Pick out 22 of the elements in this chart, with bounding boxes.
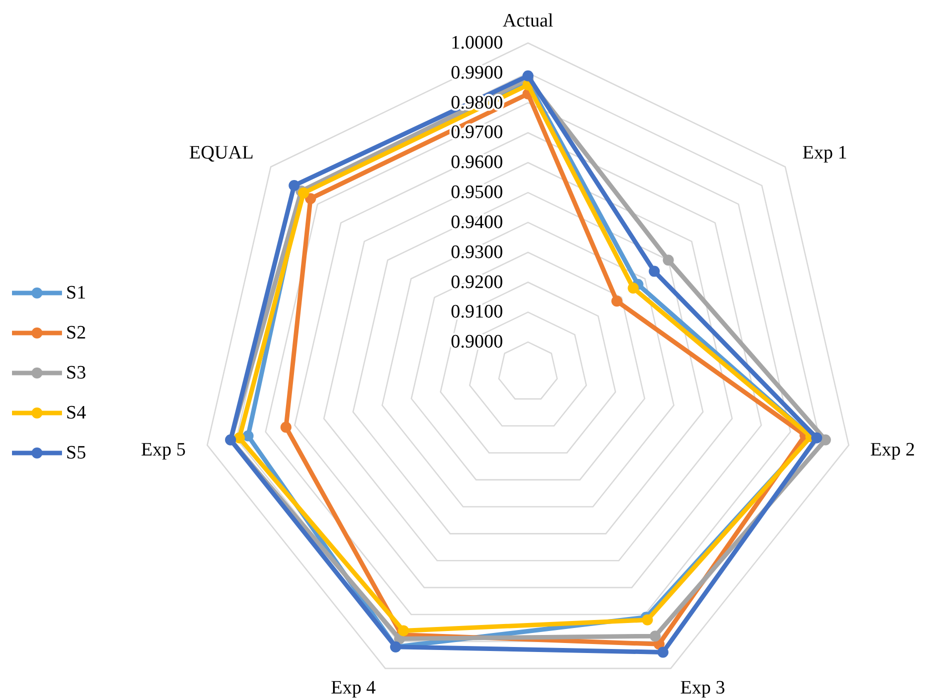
y-tick-label: 0.9000 <box>450 332 503 353</box>
y-tick-label: 0.9200 <box>450 272 503 293</box>
spoke-label: EQUAL <box>189 142 254 164</box>
y-tick-label: 1.0000 <box>450 32 503 54</box>
spoke-label: Actual <box>502 10 554 32</box>
y-tick-label: 0.9400 <box>450 212 503 233</box>
y-tick-label: 0.9500 <box>450 182 503 204</box>
y-tick-label: 0.9600 <box>450 152 503 174</box>
y-tick-label: 0.9900 <box>450 62 503 84</box>
legend-label: S1 <box>66 282 86 304</box>
legend-label: S5 <box>66 442 86 464</box>
spoke-label: Exp 5 <box>140 440 186 461</box>
y-tick-label: 0.9300 <box>450 242 503 263</box>
y-tick-label: 0.9100 <box>450 302 503 323</box>
y-tick-label: 0.9700 <box>450 122 503 144</box>
spoke-label: Exp 1 <box>802 142 848 164</box>
spoke-label: Exp 2 <box>870 440 916 461</box>
legend-label: S3 <box>66 362 86 384</box>
legend-label: S2 <box>66 322 86 344</box>
spoke-label: Exp 3 <box>680 678 726 699</box>
spoke-label: Exp 4 <box>330 678 376 699</box>
legend-label: S4 <box>66 402 87 424</box>
